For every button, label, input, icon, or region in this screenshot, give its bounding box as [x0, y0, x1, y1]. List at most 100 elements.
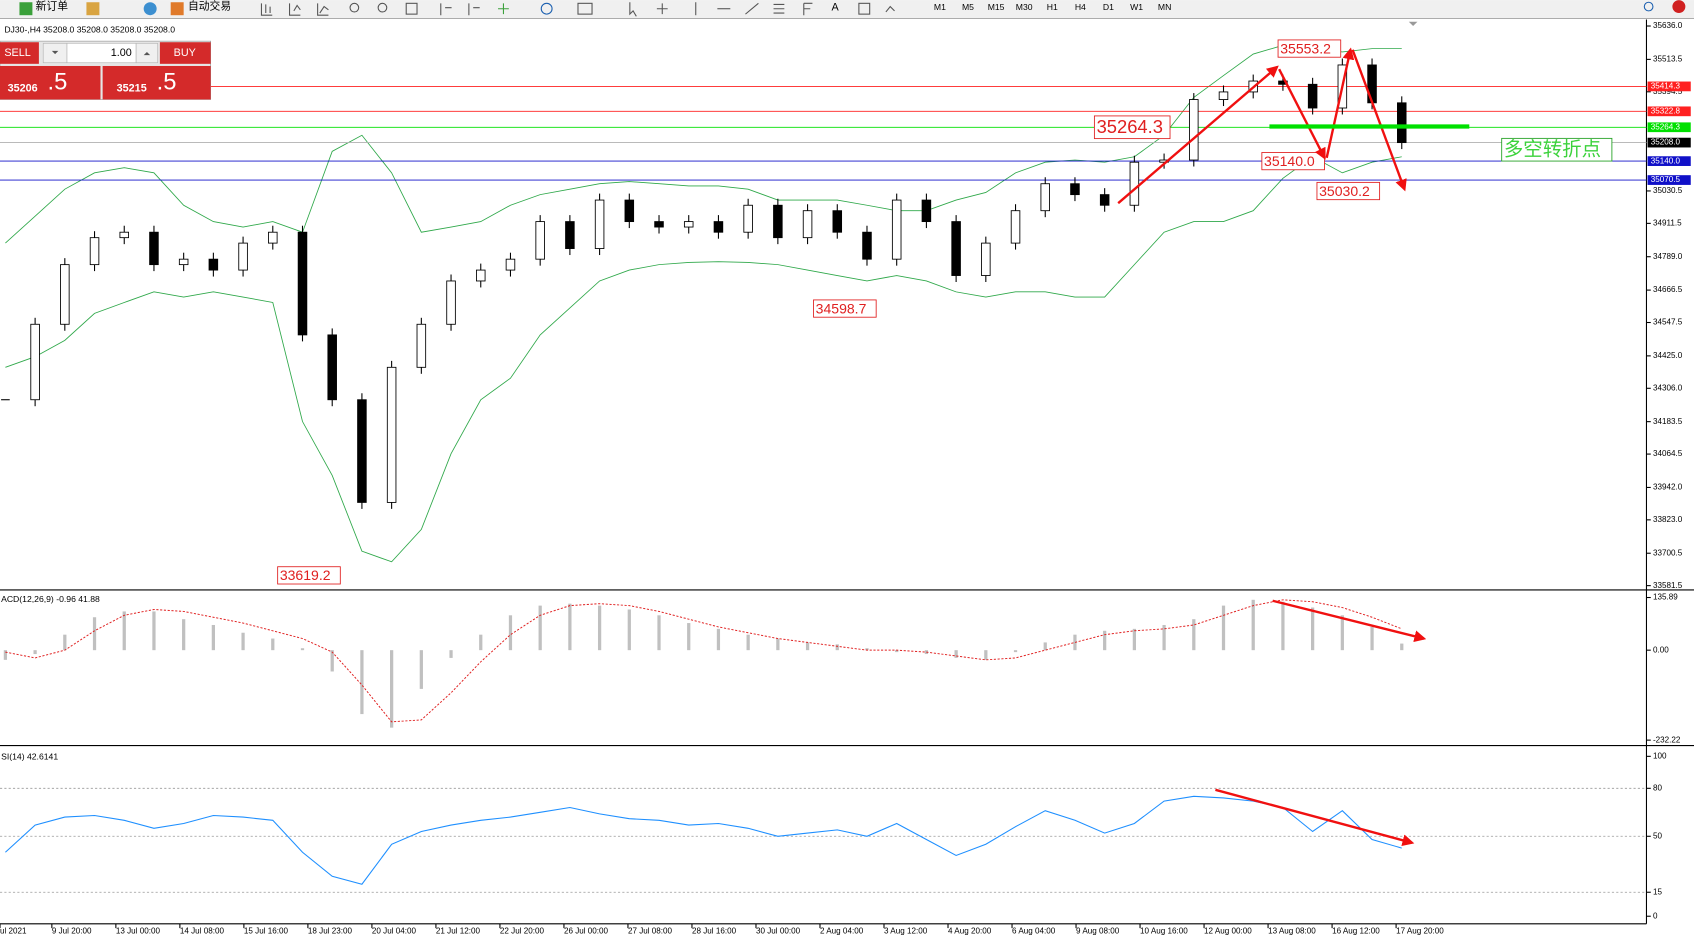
- zoom-out[interactable]: [377, 2, 388, 13]
- tool-icon[interactable]: [468, 3, 480, 16]
- sell-price-fraction: .5: [48, 69, 68, 96]
- cursor[interactable]: [629, 2, 637, 17]
- sell-price-box[interactable]: [0, 65, 101, 100]
- buy-button[interactable]: [159, 42, 211, 64]
- candle-body: [60, 264, 70, 325]
- x-tick-label: 13 Jul 00:00: [116, 926, 161, 935]
- macd-bar: [152, 611, 156, 651]
- timeframe-button[interactable]: M30: [1016, 2, 1033, 12]
- macd-bar: [3, 650, 8, 660]
- macd-bar: [746, 634, 750, 651]
- macd-bar: [241, 632, 245, 651]
- label-tool[interactable]: [858, 2, 871, 15]
- macd-bar: [1162, 624, 1166, 651]
- tool-icon[interactable]: [317, 3, 329, 16]
- trendline[interactable]: [745, 2, 759, 15]
- fibo[interactable]: [803, 2, 813, 16]
- candle-body: [1099, 194, 1110, 206]
- arrow: [1117, 65, 1279, 205]
- auto-trading-icon[interactable]: [170, 2, 184, 16]
- candle-body: [624, 199, 635, 223]
- macd-bar: [508, 615, 513, 651]
- shift-marker: [1408, 21, 1418, 27]
- text-tool[interactable]: A: [832, 2, 840, 14]
- tool-icon[interactable]: [288, 3, 301, 16]
- candle-body: [149, 231, 159, 266]
- macd-title: ACD(12,26,9) -0.96 41.88: [1, 594, 100, 604]
- time-axis: ul 2021 9 Jul 20:00 13 Jul 00:00 14 Jul 08:…: [0, 923, 1444, 935]
- channel[interactable]: [773, 3, 785, 14]
- x-tick-label: 22 Jul 20:00: [500, 926, 545, 935]
- macd-bar: [92, 617, 97, 651]
- arrow: [1278, 68, 1326, 160]
- y-tick-label: 35636.0: [1653, 21, 1683, 30]
- macd-bar: [182, 619, 186, 651]
- macd-bar: [360, 650, 364, 715]
- macd-bar: [597, 605, 602, 651]
- tile[interactable]: [405, 2, 418, 15]
- candle-body: [208, 258, 219, 271]
- volume-value: 1.00: [111, 47, 132, 59]
- price-level-label: 35140.0: [1651, 156, 1681, 165]
- indicator[interactable]: [498, 3, 509, 15]
- buy-label: BUY: [174, 47, 196, 59]
- timeframe-button[interactable]: M1: [934, 2, 946, 12]
- x-tick-label: 13 Aug 08:00: [1268, 926, 1316, 935]
- price-level-label: 35264.3: [1651, 122, 1681, 131]
- x-tick-label: 3 Aug 12:00: [884, 926, 928, 935]
- candle-body: [1218, 91, 1229, 100]
- y-tick-label: 0: [1653, 911, 1658, 920]
- alert-icon[interactable]: [1672, 0, 1686, 14]
- x-tick-label: 27 Jul 08:00: [628, 926, 673, 935]
- candle-body: [713, 221, 724, 233]
- buy-price-box[interactable]: [102, 65, 211, 100]
- tool-icon[interactable]: [260, 3, 273, 16]
- new-order-button[interactable]: 新订单: [36, 0, 69, 12]
- arrows[interactable]: [885, 5, 895, 13]
- candle-body: [832, 210, 843, 233]
- y-tick-label: 35030.5: [1653, 186, 1683, 195]
- x-tick-label: 9 Jul 20:00: [52, 926, 92, 935]
- new-order-icon[interactable]: [19, 2, 33, 16]
- candle-body: [565, 221, 575, 249]
- timeframe-button[interactable]: M15: [988, 2, 1005, 12]
- price-level-tag: [1647, 175, 1691, 185]
- tool-icon[interactable]: [440, 3, 452, 16]
- macd-bar: [984, 650, 988, 660]
- macd-signal: [5, 599, 1402, 723]
- price-level-label: 35414.3: [1651, 82, 1681, 91]
- toolbar-icon[interactable]: [86, 2, 100, 16]
- price-annotation: 35264.3: [1097, 116, 1163, 137]
- search-icon[interactable]: [1643, 1, 1654, 12]
- timeframe-button[interactable]: MN: [1158, 2, 1171, 12]
- timeframe-button[interactable]: H1: [1047, 2, 1058, 12]
- timeframe-button[interactable]: W1: [1130, 2, 1143, 12]
- buy-price: 35215: [117, 83, 147, 95]
- candle-body: [1307, 83, 1318, 109]
- toolbar: [0, 0, 1694, 19]
- timeframe-button[interactable]: H4: [1075, 2, 1086, 12]
- periods[interactable]: [540, 2, 553, 15]
- drawn-arrows: [1117, 47, 1427, 847]
- candle-body: [802, 210, 813, 239]
- price-level-tag: [1647, 156, 1691, 166]
- zoom-in[interactable]: [349, 2, 360, 13]
- auto-trading-button[interactable]: 自动交易: [188, 0, 231, 12]
- x-tick-label: 12 Aug 00:00: [1204, 926, 1252, 935]
- y-tick-label: 35513.5: [1653, 55, 1683, 64]
- sell-button[interactable]: [0, 42, 39, 64]
- arrow: [1272, 599, 1427, 643]
- timeframe-bar: M1 M5 M15 M30 H1 H4 D1 W1 MN: [934, 2, 1171, 12]
- candle-body: [862, 231, 872, 260]
- candle-body: [357, 399, 367, 503]
- price-annotation-box: [277, 566, 341, 585]
- x-tick-label: 14 Jul 08:00: [180, 926, 225, 935]
- x-tick-label: 4 Aug 20:00: [948, 926, 992, 935]
- toolbar-icon[interactable]: [143, 2, 157, 16]
- y-tick-label: 35394.5: [1653, 87, 1683, 96]
- timeframe-button[interactable]: M5: [962, 2, 974, 12]
- templates[interactable]: [577, 2, 593, 15]
- timeframe-button[interactable]: D1: [1103, 2, 1114, 12]
- macd-bar: [1103, 630, 1107, 651]
- crosshair[interactable]: [656, 3, 668, 15]
